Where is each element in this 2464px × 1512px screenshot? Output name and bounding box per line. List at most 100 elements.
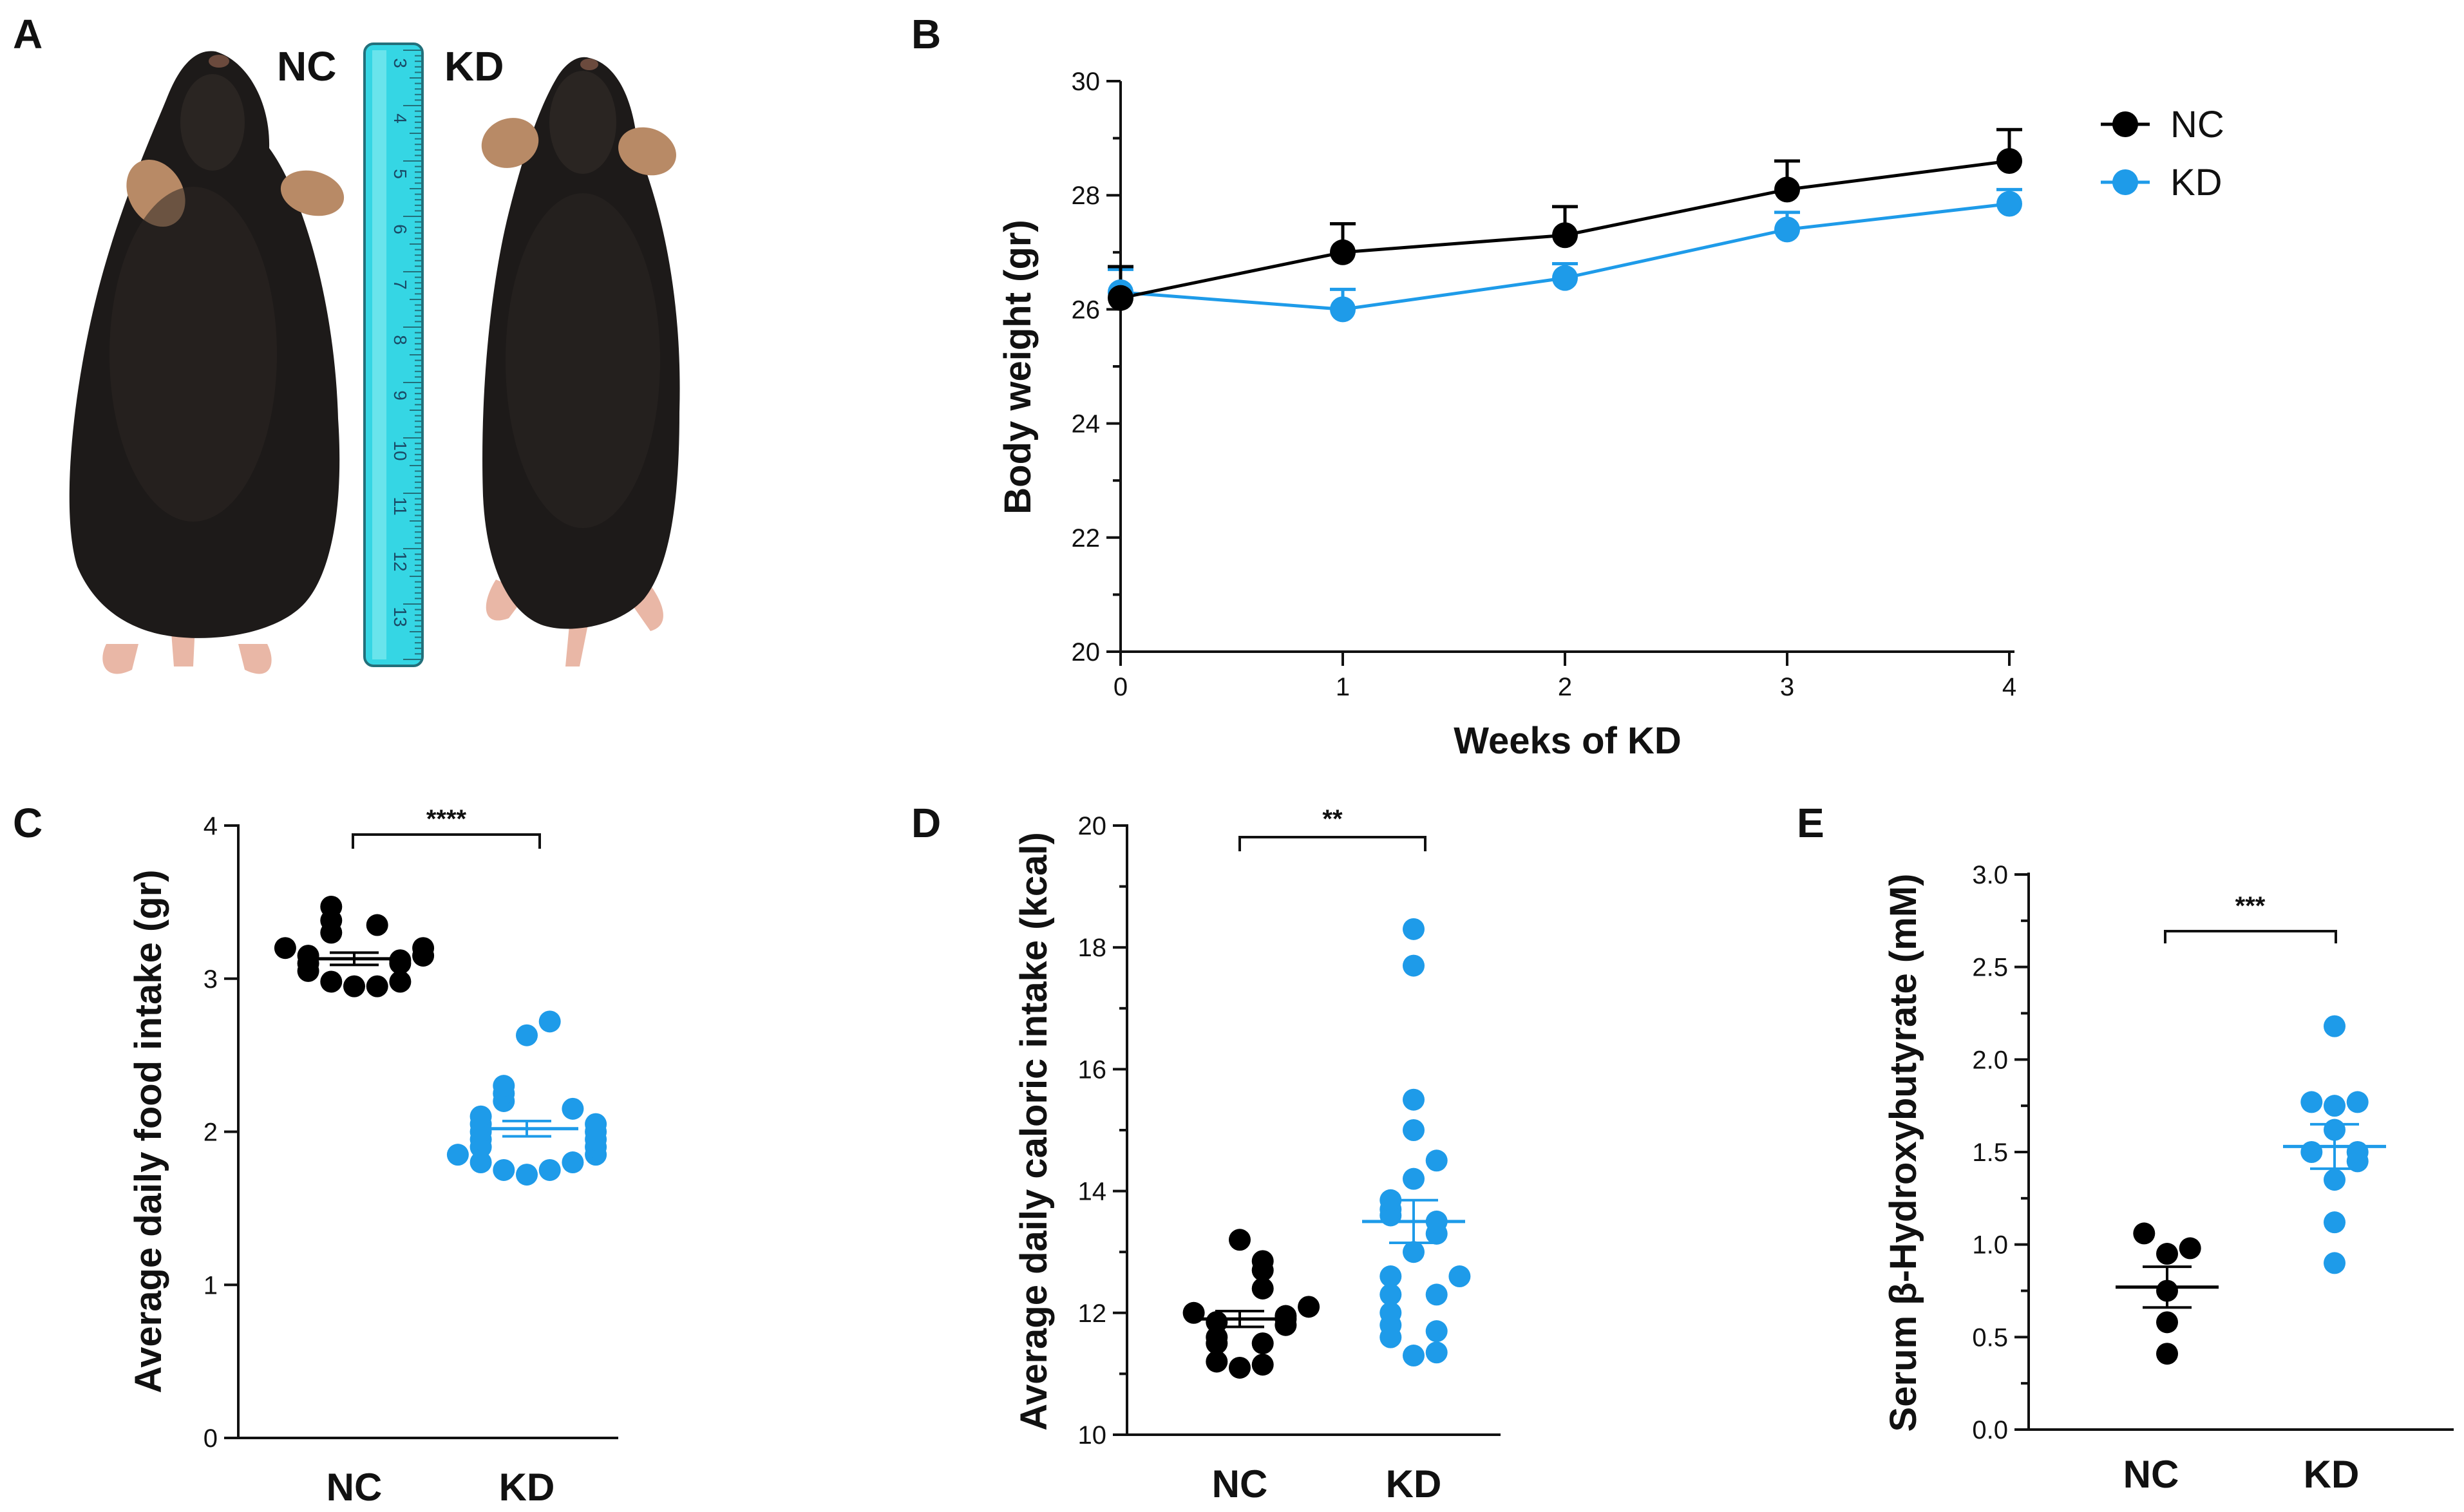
data-point-kd: [2300, 1091, 2323, 1113]
data-point-kd: [1425, 1320, 1448, 1343]
y-axis-title: Average daily food intake (gr): [128, 869, 169, 1393]
data-point-kd: [538, 1158, 561, 1181]
data-point-nc: [1108, 285, 1133, 311]
legend-marker-kd: [2112, 169, 2138, 195]
group-label-kd: KD: [1386, 1462, 1442, 1506]
data-point-nc: [1251, 1354, 1274, 1376]
panel-letter-d: D: [911, 800, 941, 846]
ruler-number: 7: [390, 279, 410, 290]
panel-letter-e: E: [1797, 800, 1824, 846]
data-point-nc: [366, 914, 388, 936]
legend: NC KD: [2101, 104, 2224, 203]
chart-panel-e: E 0.0 0.5 1.0 1.5 2.0 2.5 3.0 Serum β-Hydroxyb…: [1797, 800, 2454, 1496]
data-point-kd: [1379, 1283, 1402, 1306]
mouse-nc: [69, 51, 345, 674]
y-tick-label: 28: [1072, 182, 1101, 210]
y-tick-label: 4: [204, 812, 218, 840]
ruler-number: 5: [390, 169, 410, 179]
data-point-kd: [446, 1144, 469, 1166]
y-axis-title: Average daily caloric intake (kcal): [1013, 832, 1055, 1431]
data-point-kd: [562, 1151, 584, 1174]
significance-bracket: [2164, 930, 2337, 943]
data-point-nc: [1774, 176, 1800, 203]
data-point-nc: [320, 896, 343, 918]
data-point-nc: [1996, 148, 2022, 175]
data-point-nc: [343, 975, 365, 997]
data-point-kd: [2324, 1169, 2346, 1191]
x-tick-label: 2: [1558, 673, 1572, 701]
y-tick-label: 16: [1078, 1055, 1107, 1084]
data-point-kd: [1403, 1345, 1425, 1367]
y-tick-label: 30: [1072, 68, 1101, 96]
data-point-kd: [538, 1010, 561, 1033]
data-point-nc: [412, 937, 435, 959]
data-point-kd: [585, 1113, 607, 1135]
data-point-nc: [1251, 1277, 1274, 1299]
data-point-kd: [1403, 1167, 1425, 1190]
y-tick-label: 2.0: [1972, 1046, 2008, 1074]
y-tick-label: 0: [204, 1424, 218, 1453]
y-tick-label: 20: [1078, 812, 1107, 840]
data-point-nc: [274, 937, 296, 959]
y-tick-label: 26: [1072, 296, 1101, 324]
data-point-nc: [1206, 1350, 1228, 1373]
data-point-kd: [2324, 1211, 2346, 1234]
group-label-kd: KD: [2304, 1453, 2360, 1496]
data-point-kd: [1379, 1265, 1402, 1288]
ruler-number: 4: [390, 113, 410, 124]
data-point-kd: [1403, 1241, 1425, 1263]
data-point-nc: [366, 975, 388, 997]
data-point-kd: [1996, 191, 2022, 217]
data-point-kd: [2324, 1095, 2346, 1117]
ruler-number: 6: [390, 224, 410, 234]
data-point-nc: [320, 970, 343, 993]
y-tick-label: 1.0: [1972, 1231, 2008, 1260]
data-point-kd: [1379, 1301, 1402, 1324]
data-point-nc: [1251, 1250, 1274, 1272]
data-point-kd: [516, 1164, 538, 1186]
data-point-kd: [2346, 1091, 2369, 1113]
group-label-kd: KD: [499, 1466, 555, 1509]
data-point-nc: [1330, 239, 1356, 265]
data-point-kd: [493, 1075, 515, 1097]
mouse-kd: [481, 57, 680, 666]
data-point-nc: [1298, 1296, 1320, 1318]
y-axis-title: Body weight (gr): [997, 220, 1039, 515]
data-point-kd: [1448, 1265, 1471, 1288]
data-point-nc: [389, 970, 412, 993]
data-point-kd: [516, 1024, 538, 1046]
y-tick-label: 10: [1078, 1421, 1107, 1450]
data-point-nc: [2156, 1243, 2178, 1265]
data-point-nc: [1206, 1310, 1228, 1333]
x-tick-label: 3: [1780, 673, 1794, 701]
ruler-number: 12: [390, 551, 410, 571]
data-point-kd: [2324, 1015, 2346, 1037]
data-point-kd: [2300, 1141, 2323, 1163]
data-point-kd: [469, 1151, 492, 1174]
data-point-nc: [2156, 1343, 2178, 1365]
data-point-kd: [1425, 1283, 1448, 1306]
panel-a-photo: A 3 4 5 6 7 8 9 10 11 12 13 NC KD: [13, 11, 680, 674]
y-tick-label: 12: [1078, 1299, 1107, 1328]
chart-panel-d: D 10 12 14 16 18 20 Average daily caloric int…: [911, 800, 1501, 1506]
y-tick-label: 1: [204, 1271, 218, 1299]
data-point-nc: [2133, 1222, 2156, 1245]
group-label-nc: NC: [1212, 1462, 1268, 1506]
y-tick-label: 14: [1078, 1178, 1107, 1206]
y-tick-label: 3: [204, 965, 218, 994]
data-point-kd: [1425, 1341, 1448, 1364]
ruler-number: 3: [390, 58, 410, 68]
ruler-number: 10: [390, 440, 410, 460]
data-point-kd: [2346, 1141, 2369, 1163]
data-point-kd: [1552, 265, 1578, 291]
data-point-nc: [2156, 1311, 2178, 1334]
ruler-number: 13: [390, 607, 410, 627]
ruler-number: 9: [390, 390, 410, 401]
group-label-nc: NC: [327, 1466, 383, 1509]
chart-panel-c: C 0 1 2 3 4 Average daily food intake (gr) N…: [13, 800, 618, 1509]
legend-label-nc: NC: [2170, 104, 2224, 146]
data-point-kd: [1774, 216, 1800, 243]
x-tick-label: 0: [1114, 673, 1128, 701]
data-point-kd: [1403, 954, 1425, 977]
